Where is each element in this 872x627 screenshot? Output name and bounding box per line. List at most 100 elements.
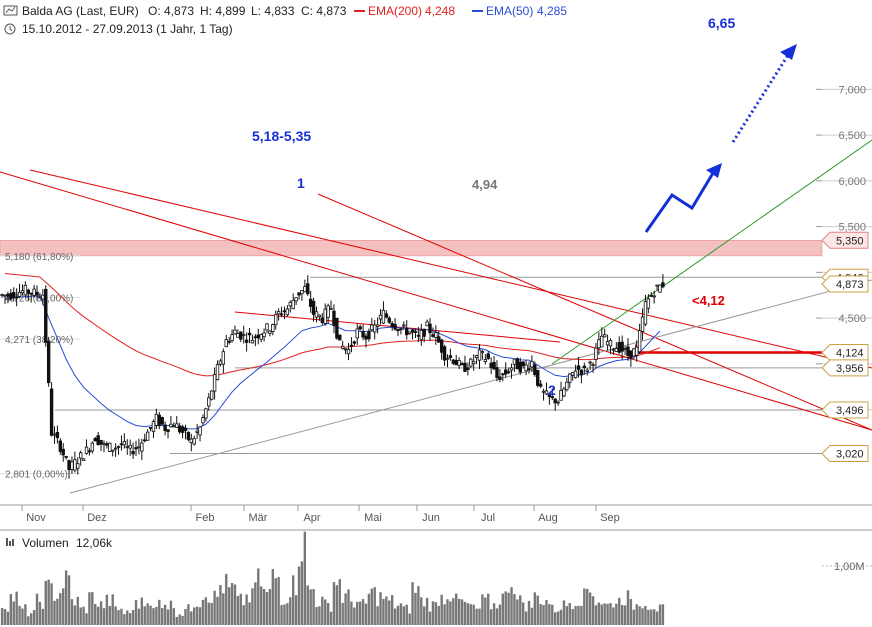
candle-body (538, 383, 543, 387)
volume-bar (59, 593, 62, 625)
candle-body (239, 331, 243, 340)
volume-bar (62, 588, 65, 625)
candle-body (230, 334, 234, 342)
candle-body (635, 346, 639, 356)
volume-bar (472, 604, 475, 625)
candle-body (367, 331, 371, 340)
candle-body (364, 335, 368, 340)
candle-body (399, 328, 403, 331)
volume-bar (338, 579, 341, 625)
volume-bar (18, 605, 21, 625)
candle-body (265, 323, 269, 331)
volume-bar (210, 603, 213, 625)
candle-body (44, 288, 48, 343)
ema-lines (4, 272, 661, 430)
volume-bar (41, 608, 45, 625)
candle-body (492, 361, 496, 370)
projection-path (644, 167, 718, 233)
price-tag: 3,020 (821, 445, 869, 462)
volume-bar (457, 598, 461, 625)
candle-body (143, 439, 147, 442)
candle-body (425, 321, 429, 327)
volume-bar (12, 601, 15, 625)
candle-body (76, 463, 80, 469)
candle-body (186, 431, 191, 440)
volume-bar (440, 594, 443, 625)
volume-bar (655, 611, 659, 625)
candle-body (122, 440, 127, 446)
candle-body (489, 362, 493, 368)
candle-body (556, 401, 560, 404)
volume-bar (326, 603, 330, 625)
volume-bar (128, 613, 132, 625)
volume-bar (524, 611, 528, 625)
volume-bar (274, 578, 277, 625)
volume-bar (358, 601, 362, 625)
candle-body (504, 369, 508, 375)
wave-1-label: 1 (297, 175, 305, 191)
volume-bar (105, 594, 109, 625)
volume-bar (385, 596, 388, 625)
volume-bar (344, 593, 347, 625)
price-tag-box (821, 401, 869, 419)
candle-body (137, 446, 141, 449)
x-tick-label: Mai (364, 512, 382, 524)
candle-body (474, 355, 479, 358)
fib-zone-label: 5,18-5,35 (252, 128, 311, 144)
volume-bar (510, 587, 513, 625)
fib-level-label: 5,180 (61,80%) (5, 252, 73, 263)
volume-bar (47, 579, 50, 625)
candle-body (73, 459, 77, 471)
candle-body (55, 431, 60, 439)
x-tick-label: Apr (303, 512, 320, 524)
volume-bar (396, 605, 400, 625)
volume-bar (126, 610, 129, 625)
candle-body (125, 445, 129, 448)
volume-bar (64, 570, 68, 625)
candle-body (236, 333, 240, 338)
volume-bar (6, 611, 10, 625)
volume-bar (242, 605, 245, 625)
candle-body (437, 336, 441, 343)
volume-bar (641, 608, 644, 625)
volume-bar (463, 601, 467, 625)
x-axis: Nov Dez Feb Mär Apr Mai Jun Jul Aug Sep (0, 504, 872, 524)
volume-bar (431, 601, 435, 625)
volume-bar (390, 595, 394, 625)
annotations: 6,65 5,18-5,35 4,94 <4,12 1 2 (252, 15, 797, 398)
volume-bar (455, 593, 458, 625)
fib-level-label: 4,726 (50,00%) (5, 293, 73, 304)
candle-body (378, 314, 383, 320)
volume-bar (21, 608, 24, 625)
candle-body (390, 323, 394, 327)
y-tick-label: 5,500 (838, 222, 866, 234)
candle-body (262, 332, 266, 338)
volume-bar (178, 614, 181, 625)
volume-bar (393, 608, 397, 625)
trend-line-red (0, 171, 872, 431)
y-tick-label: 7,000 (838, 84, 866, 96)
candle-body (597, 339, 601, 349)
candle-body (41, 294, 45, 300)
volume-bar (495, 608, 499, 625)
chart-type-icon (3, 5, 18, 16)
candle-body (637, 330, 642, 353)
candle-body (166, 429, 170, 432)
volume-bar (114, 606, 117, 625)
volume-bar (332, 582, 336, 625)
volume-bar (140, 597, 144, 625)
candle-body (46, 340, 51, 384)
volume-bar (591, 596, 595, 625)
candle-body (131, 451, 135, 455)
y-tick-label: 6,000 (838, 176, 866, 188)
candle-body (99, 439, 103, 445)
volume-bar (312, 588, 315, 625)
volume-label: Volumen (22, 536, 69, 550)
candle-body (329, 307, 333, 310)
candle-body (527, 368, 531, 371)
x-tick-label: Aug (538, 512, 558, 524)
volume-bar (417, 586, 420, 625)
candle-body (332, 310, 336, 326)
volume-bar (382, 598, 385, 625)
volume-bar (583, 588, 586, 625)
